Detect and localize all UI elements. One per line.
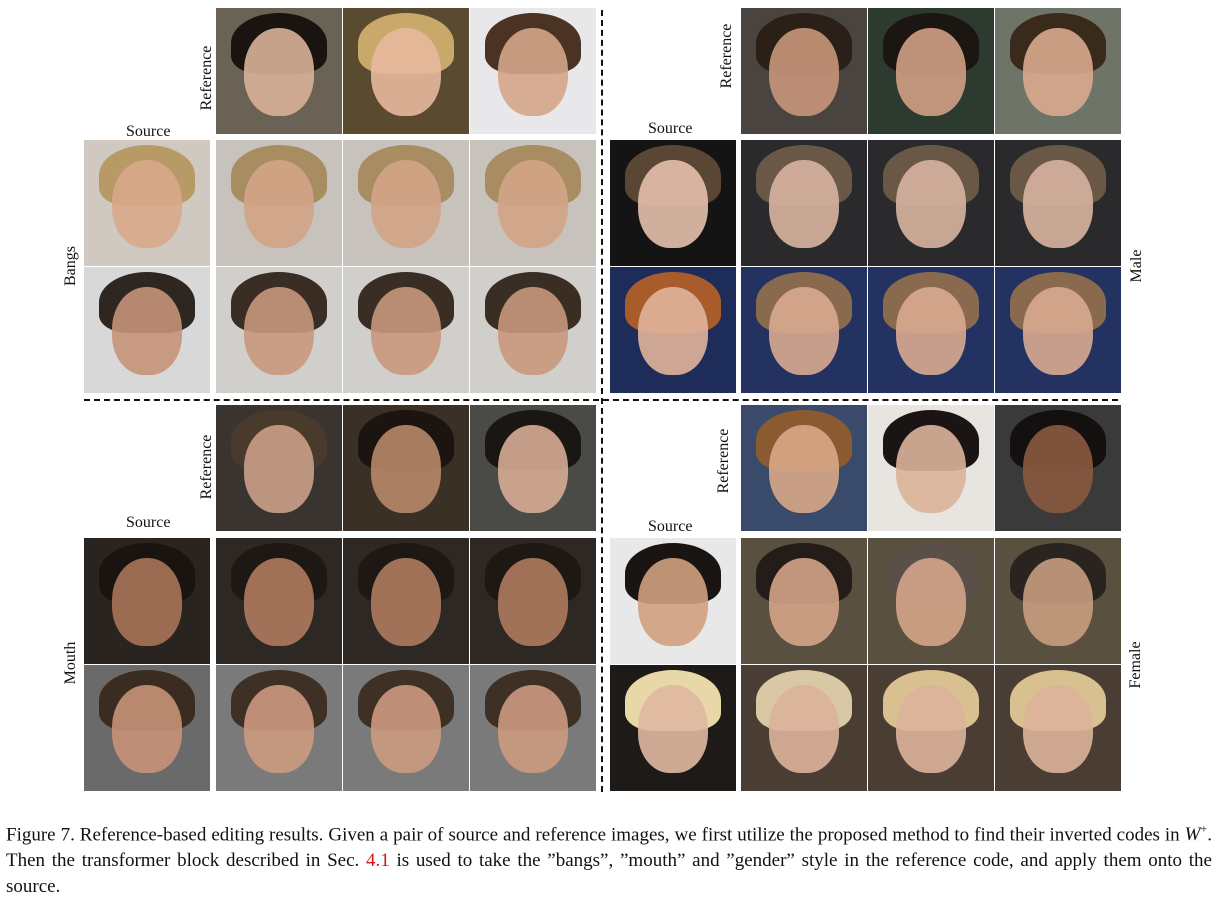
reference-image-tl-2	[343, 8, 469, 134]
source-image-br-2	[610, 665, 736, 791]
result-image-tl-2-2	[343, 267, 469, 393]
source-image-bl-2	[84, 665, 210, 791]
result-image-tr-1-3	[995, 140, 1121, 266]
reference-image-bl-2	[343, 405, 469, 531]
reference-image-tl-3	[470, 8, 596, 134]
source-label-br: Source	[648, 518, 693, 535]
reference-image-br-1	[741, 405, 867, 531]
result-image-bl-1-3	[470, 538, 596, 664]
source-image-tr-2	[610, 267, 736, 393]
result-image-bl-2-1	[216, 665, 342, 791]
result-image-tl-1-3	[470, 140, 596, 266]
reference-label-br: Reference	[715, 428, 732, 494]
source-image-tl-2	[84, 267, 210, 393]
source-image-tl-1	[84, 140, 210, 266]
result-image-br-2-3	[995, 665, 1121, 791]
result-image-tl-1-1	[216, 140, 342, 266]
caption-text-1: Figure 7. Reference-based editing result…	[6, 824, 1185, 846]
reference-image-tr-1	[741, 8, 867, 134]
result-image-tl-1-2	[343, 140, 469, 266]
result-image-tl-2-3	[470, 267, 596, 393]
section-reference-link[interactable]: 4.1	[366, 850, 390, 872]
horizontal-divider	[84, 399, 1118, 401]
caption-text-3: is used to take the ”bangs”, ”mouth” and…	[6, 850, 1212, 898]
mouth-label: Mouth	[62, 641, 79, 685]
reference-image-tl-1	[216, 8, 342, 134]
result-image-tr-1-2	[868, 140, 994, 266]
female-label: Female	[1127, 641, 1144, 689]
bangs-label: Bangs	[62, 246, 79, 286]
reference-image-br-2	[868, 405, 994, 531]
result-image-tl-2-1	[216, 267, 342, 393]
result-image-br-2-2	[868, 665, 994, 791]
figure-caption: Figure 7. Reference-based editing result…	[6, 816, 1212, 900]
result-image-bl-1-1	[216, 538, 342, 664]
source-label-bl: Source	[126, 514, 171, 531]
result-image-br-2-1	[741, 665, 867, 791]
reference-image-tr-3	[995, 8, 1121, 134]
result-image-bl-2-3	[470, 665, 596, 791]
result-image-br-1-3	[995, 538, 1121, 664]
reference-image-bl-1	[216, 405, 342, 531]
result-image-tr-2-2	[868, 267, 994, 393]
reference-label-tl: Reference	[198, 45, 215, 111]
reference-image-bl-3	[470, 405, 596, 531]
source-image-br-1	[610, 538, 736, 664]
caption-math: W+	[1184, 822, 1208, 846]
result-image-tr-2-1	[741, 267, 867, 393]
result-image-bl-1-2	[343, 538, 469, 664]
source-label-tl: Source	[126, 123, 171, 140]
male-label: Male	[1128, 249, 1145, 283]
result-image-br-1-1	[741, 538, 867, 664]
vertical-divider	[601, 10, 603, 792]
result-image-tr-2-3	[995, 267, 1121, 393]
reference-image-br-3	[995, 405, 1121, 531]
caption-text-2: . Then the transformer block described i…	[6, 824, 1212, 872]
result-image-br-1-2	[868, 538, 994, 664]
result-image-tr-1-1	[741, 140, 867, 266]
reference-label-tr: Reference	[718, 23, 735, 89]
result-image-bl-2-2	[343, 665, 469, 791]
source-image-bl-1	[84, 538, 210, 664]
reference-image-tr-2	[868, 8, 994, 134]
source-label-tr: Source	[648, 120, 693, 137]
source-image-tr-1	[610, 140, 736, 266]
reference-label-bl: Reference	[198, 434, 215, 500]
